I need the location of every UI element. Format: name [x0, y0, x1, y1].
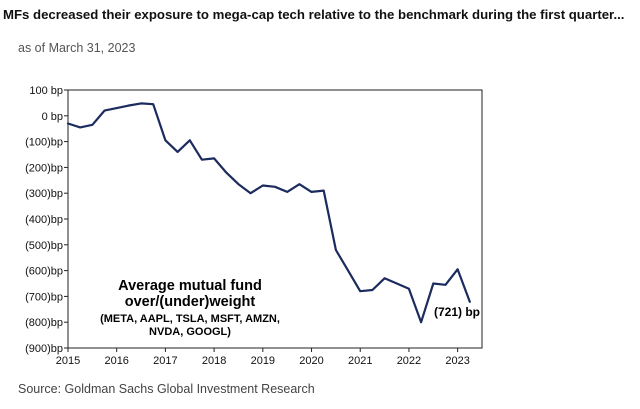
data-point	[249, 192, 252, 194]
x-tick-label: 2021	[348, 355, 372, 367]
x-tick-label: 2018	[202, 355, 226, 367]
source-note: Source: Goldman Sachs Global Investment …	[18, 382, 315, 396]
data-point	[395, 282, 398, 285]
annotation-title-line-1: Average mutual fund	[118, 278, 262, 294]
y-tick-label: (200)bp	[25, 162, 63, 174]
annotation-tickers-line-1: (META, AAPL, TSLA, MSFT, AMZN,	[100, 313, 280, 325]
data-point	[408, 287, 410, 290]
x-tick-label: 2022	[397, 355, 421, 367]
data-point	[298, 183, 301, 185]
data-point	[67, 122, 69, 125]
data-point	[469, 301, 471, 303]
x-tick-label: 2017	[153, 355, 177, 367]
data-point	[103, 109, 106, 112]
y-tick-label: (800)bp	[25, 317, 63, 329]
x-tick-label: 2023	[445, 355, 469, 367]
data-point	[237, 183, 240, 185]
data-point	[140, 102, 142, 105]
y-tick-label: (100)bp	[25, 137, 63, 149]
y-tick-label: (600)bp	[25, 266, 63, 278]
x-tick-label: 2015	[56, 355, 80, 367]
data-point	[79, 126, 81, 129]
data-point	[274, 185, 276, 188]
data-point	[444, 283, 447, 286]
y-tick-label: (900)bp	[25, 343, 63, 355]
annotation-title-line-2: over/(under)weight	[125, 294, 256, 310]
chart-title: MFs decreased their exposure to mega-cap…	[3, 7, 625, 22]
data-point	[420, 321, 422, 324]
data-point	[359, 290, 362, 293]
series-group	[66, 102, 471, 324]
data-point	[152, 103, 155, 105]
data-point	[115, 107, 118, 109]
y-tick-label: (700)bp	[25, 291, 63, 303]
chart-subtitle: as of March 31, 2023	[18, 41, 136, 55]
data-point	[335, 249, 337, 251]
y-axis: 100 bp 0 bp (100)bp (200)bp (300)bp (400)bp (5…	[25, 85, 68, 355]
data-point	[213, 157, 215, 160]
data-point	[322, 189, 325, 192]
data-point	[128, 104, 130, 107]
series-line	[66, 102, 471, 324]
data-point	[262, 184, 264, 187]
data-point	[91, 124, 94, 126]
data-point	[164, 139, 167, 142]
x-axis: 2015 2016 2017 2018 2019 2020 2021 2022 2023	[56, 348, 470, 367]
data-point	[201, 158, 203, 161]
data-point	[432, 282, 435, 285]
data-point	[383, 277, 386, 280]
data-point	[371, 289, 374, 291]
annotation-tickers-line-2: NVDA, GOOGL)	[149, 326, 231, 338]
y-tick-label: (400)bp	[25, 214, 63, 226]
data-point	[286, 191, 288, 193]
data-point	[456, 268, 459, 271]
data-point	[188, 139, 191, 142]
data-point	[225, 171, 228, 174]
x-tick-label: 2016	[104, 355, 128, 367]
data-point	[176, 151, 179, 153]
data-point	[347, 269, 349, 272]
data-point	[310, 191, 313, 193]
x-tick-label: 2019	[251, 355, 275, 367]
end-value-label: (721) bp	[434, 305, 480, 319]
y-tick-label: (500)bp	[25, 240, 63, 252]
x-tick-label: 2020	[299, 355, 323, 367]
y-tick-label: 0 bp	[42, 111, 63, 123]
y-tick-label: (300)bp	[25, 188, 63, 200]
y-tick-label: 100 bp	[29, 85, 63, 97]
